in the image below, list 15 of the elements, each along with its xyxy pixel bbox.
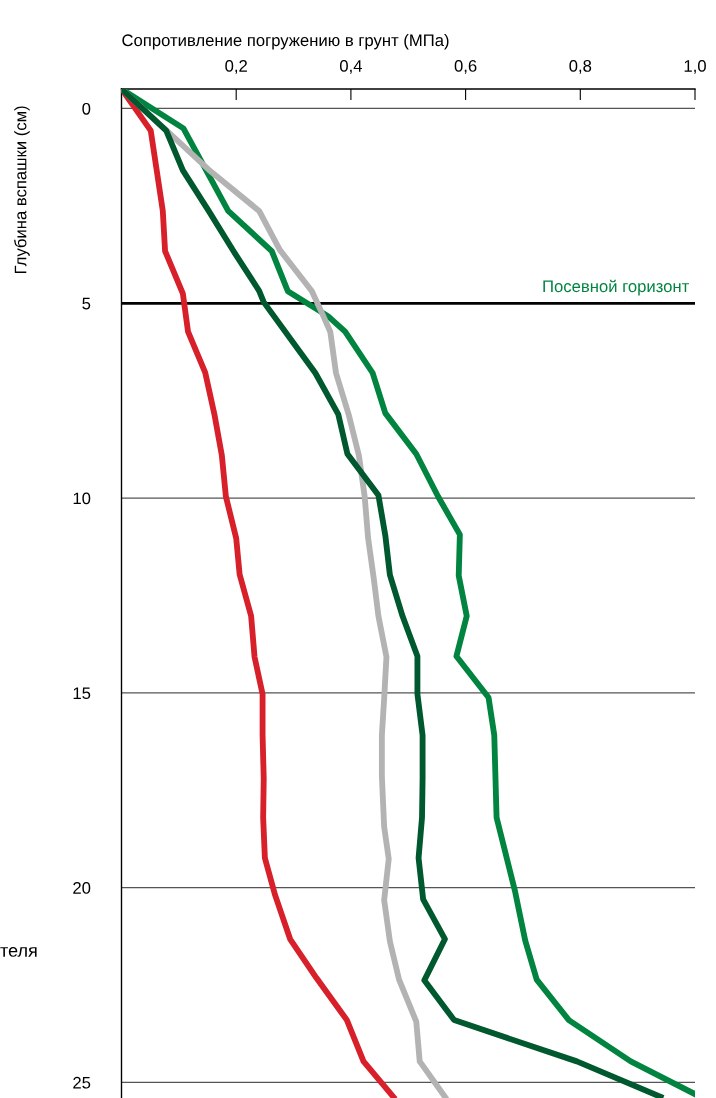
ref-line-label: Посевной горизонт [543,279,689,296]
x-tick-label: 0,2 [225,60,247,74]
y-tick-label: 15 [73,687,91,700]
x-tick-label: 0,6 [454,60,477,74]
y-tick-label: 10 [73,492,91,505]
x-tick-label: 1,0 [684,60,706,74]
x-tick-label: 0,8 [569,60,592,74]
y-axis-title: Глубина вспашки (см) [14,106,30,274]
y-tick-label: 20 [73,882,91,894]
text: теля [0,946,37,957]
x-axis-title: Сопротивление погружению в грунт (МПа) [122,33,449,50]
y-tick-label: 25 [73,1076,91,1089]
y-tick-label: 5 [82,297,91,310]
x-tick-label: 0,4 [339,60,362,74]
y-tick-label: 0 [82,102,91,115]
